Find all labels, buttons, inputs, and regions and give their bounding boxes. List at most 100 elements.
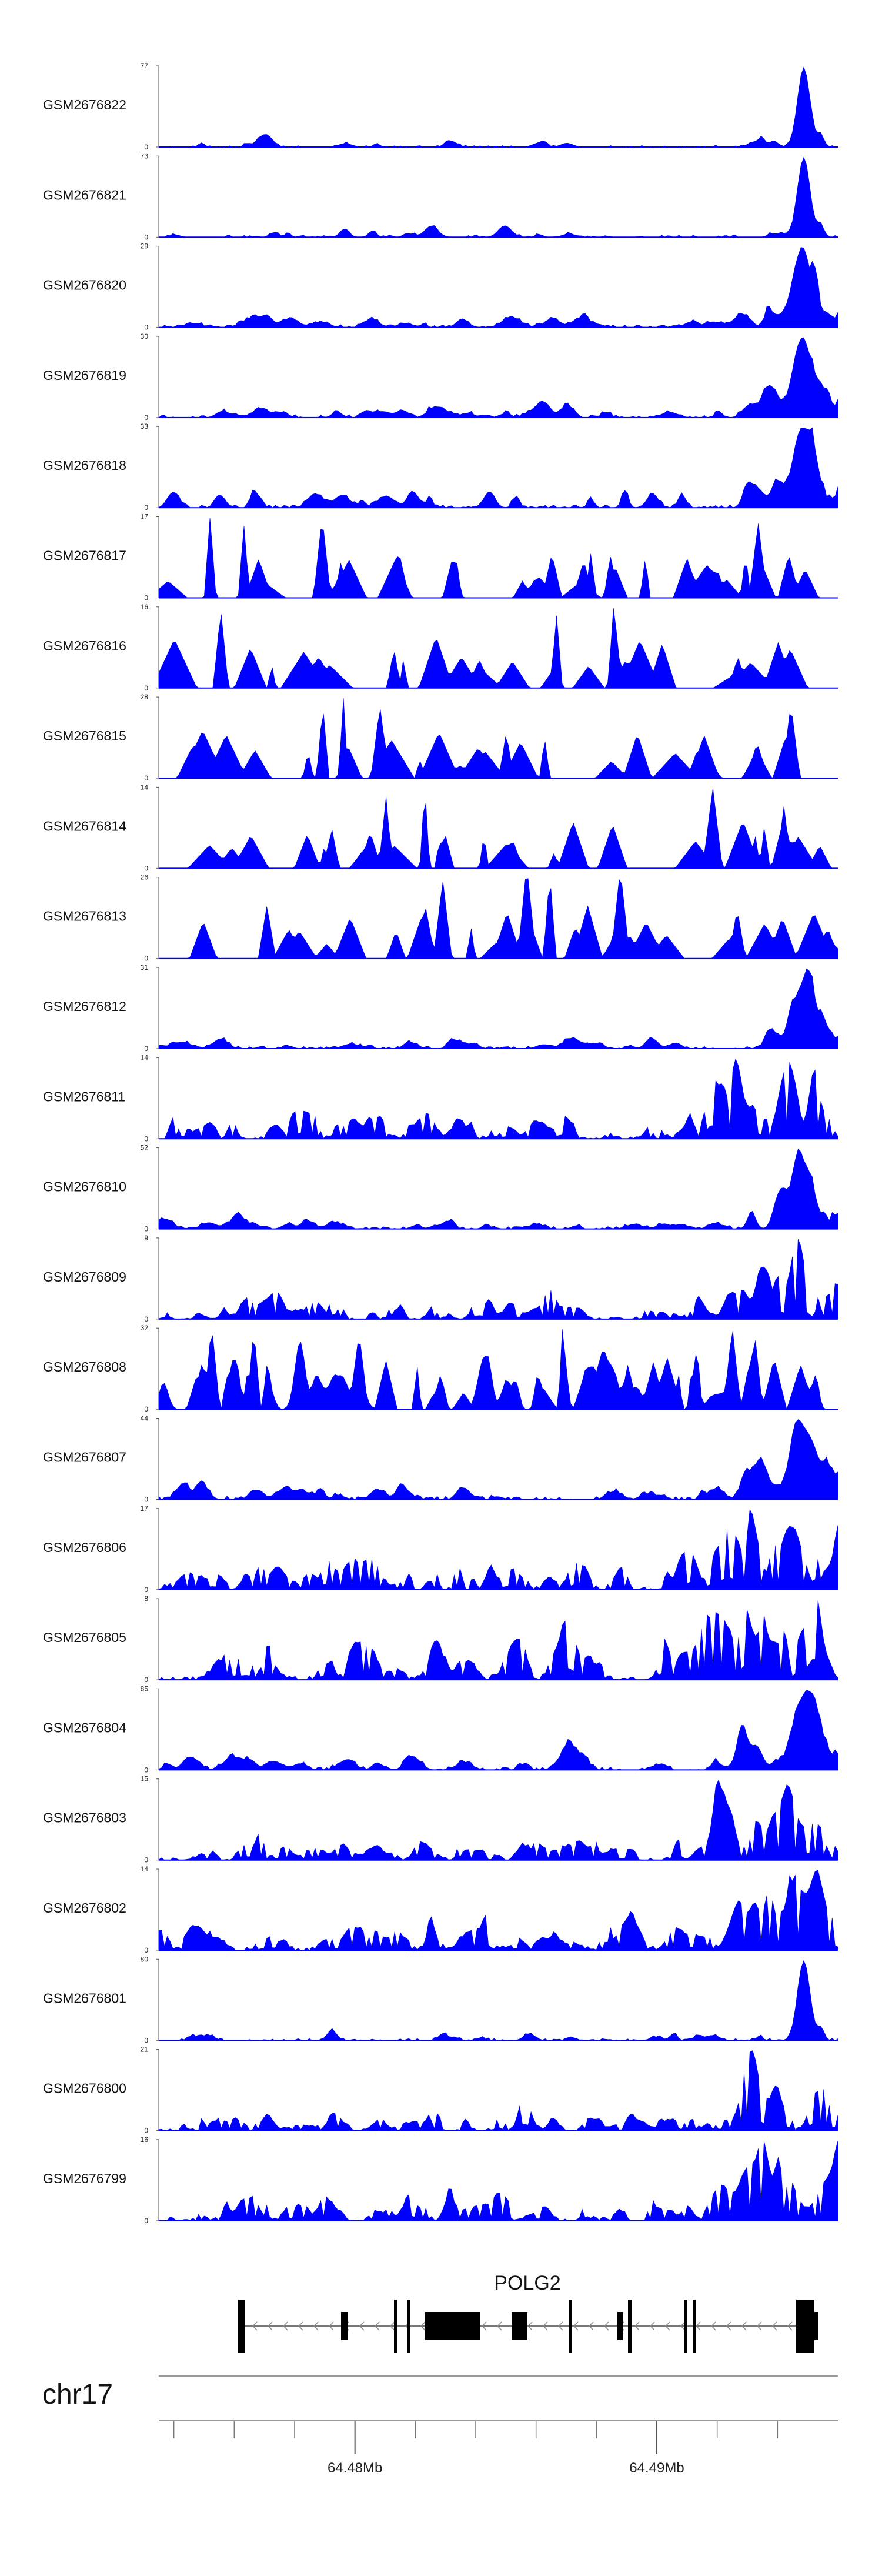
track-label: GSM2676803 [43, 1810, 126, 1826]
track-GSM2676817: GSM2676817 17 0 [43, 513, 838, 602]
y-min-label: 0 [144, 1045, 148, 1053]
track-label: GSM2676812 [43, 999, 126, 1014]
y-max-label: 21 [141, 2046, 149, 2054]
y-max-label: 26 [141, 873, 149, 882]
strand-chevron [481, 2321, 487, 2331]
track-label: GSM2676805 [43, 1630, 126, 1645]
y-max-label: 32 [141, 1324, 149, 1332]
track-label: GSM2676806 [43, 1540, 126, 1555]
y-max-label: 14 [141, 1053, 149, 1062]
track-label: GSM2676822 [43, 97, 126, 112]
y-max-label: 14 [141, 783, 149, 791]
strand-chevron [328, 2321, 334, 2331]
gene-exon [684, 2300, 687, 2353]
track-label: GSM2676809 [43, 1269, 126, 1284]
track-GSM2676814: GSM2676814 14 0 [43, 783, 838, 872]
signal-area [158, 518, 838, 598]
gene-exon [796, 2300, 814, 2353]
strand-chevron [359, 2321, 365, 2331]
strand-chevron [680, 2321, 686, 2331]
strand-chevron [389, 2321, 395, 2331]
y-min-label: 0 [144, 233, 148, 241]
strand-chevron [374, 2321, 380, 2331]
signal-area [158, 337, 838, 418]
y-max-label: 33 [141, 422, 149, 431]
strand-chevron [603, 2321, 609, 2331]
track-GSM2676813: GSM2676813 26 0 [43, 873, 838, 963]
track-label: GSM2676808 [43, 1359, 126, 1374]
track-label: GSM2676814 [43, 818, 126, 833]
y-min-label: 0 [144, 323, 148, 332]
y-max-label: 14 [141, 1865, 149, 1873]
gene-exon [693, 2300, 696, 2353]
strand-chevron [282, 2321, 288, 2331]
strand-chevron [634, 2321, 640, 2331]
y-max-label: 9 [144, 1234, 148, 1242]
track-label: GSM2676810 [43, 1179, 126, 1194]
gene-exon [569, 2300, 572, 2353]
strand-chevron [726, 2321, 731, 2331]
track-GSM2676803: GSM2676803 15 0 [43, 1775, 838, 1864]
gene-exon [394, 2300, 397, 2353]
signal-area [158, 1600, 838, 1680]
track-label: GSM2676817 [43, 548, 126, 563]
strand-chevron [649, 2321, 655, 2331]
track-GSM2676800: GSM2676800 21 0 [43, 2046, 838, 2135]
y-max-label: 44 [141, 1414, 149, 1423]
signal-area [158, 1779, 838, 1861]
y-min-label: 0 [144, 1496, 148, 1504]
y-min-label: 0 [144, 1856, 148, 1864]
gene-model-track: POLG2 [238, 2272, 818, 2353]
y-max-label: 29 [141, 242, 149, 251]
y-min-label: 0 [144, 503, 148, 512]
y-min-label: 0 [144, 1676, 148, 1684]
y-min-label: 0 [144, 2217, 148, 2225]
y-min-label: 0 [144, 1946, 148, 1954]
track-label: GSM2676813 [43, 909, 126, 924]
gene-exon [628, 2300, 632, 2353]
track-GSM2676799: GSM2676799 16 0 [43, 2135, 838, 2225]
strand-chevron [420, 2321, 426, 2331]
strand-chevron [573, 2321, 579, 2331]
y-min-label: 0 [144, 413, 148, 422]
strand-chevron [588, 2321, 594, 2331]
track-GSM2676815: GSM2676815 28 0 [43, 693, 838, 782]
strand-chevron [664, 2321, 670, 2331]
signal-area [159, 247, 838, 328]
signal-area [158, 968, 838, 1049]
y-max-label: 77 [141, 62, 149, 70]
track-GSM2676812: GSM2676812 31 0 [43, 963, 838, 1053]
track-GSM2676822: GSM2676822 77 0 [43, 62, 838, 151]
signal-area [158, 427, 838, 508]
y-max-label: 15 [141, 1775, 149, 1783]
y-max-label: 8 [144, 1594, 148, 1603]
track-label: GSM2676815 [43, 728, 126, 743]
gene-exon [407, 2300, 410, 2353]
y-max-label: 52 [141, 1144, 149, 1152]
track-GSM2676810: GSM2676810 52 0 [43, 1144, 838, 1233]
y-max-label: 73 [141, 152, 149, 160]
strand-chevron [557, 2321, 563, 2331]
strand-chevron [313, 2321, 319, 2331]
strand-chevron [741, 2321, 747, 2331]
strand-chevron [756, 2321, 762, 2331]
track-GSM2676808: GSM2676808 32 0 [43, 1324, 838, 1413]
track-GSM2676806: GSM2676806 17 0 [43, 1504, 838, 1594]
gene-exon [512, 2312, 527, 2340]
track-label: GSM2676799 [43, 2171, 126, 2186]
signal-area [159, 788, 838, 869]
track-GSM2676805: GSM2676805 8 0 [43, 1594, 838, 1684]
track-GSM2676809: GSM2676809 9 0 [43, 1234, 838, 1323]
genomic-axis: chr17 64.48Mb 64.49Mb [42, 2375, 838, 2476]
y-max-label: 30 [141, 332, 149, 341]
signal-area [159, 878, 838, 959]
strand-chevron [267, 2321, 273, 2331]
gene-exon [341, 2312, 348, 2340]
y-min-label: 0 [144, 594, 148, 602]
y-max-label: 80 [141, 1955, 149, 1963]
track-label: GSM2676801 [43, 1990, 126, 2006]
y-min-label: 0 [144, 1586, 148, 1594]
track-GSM2676819: GSM2676819 30 0 [43, 332, 838, 422]
gene-exon [425, 2312, 480, 2340]
